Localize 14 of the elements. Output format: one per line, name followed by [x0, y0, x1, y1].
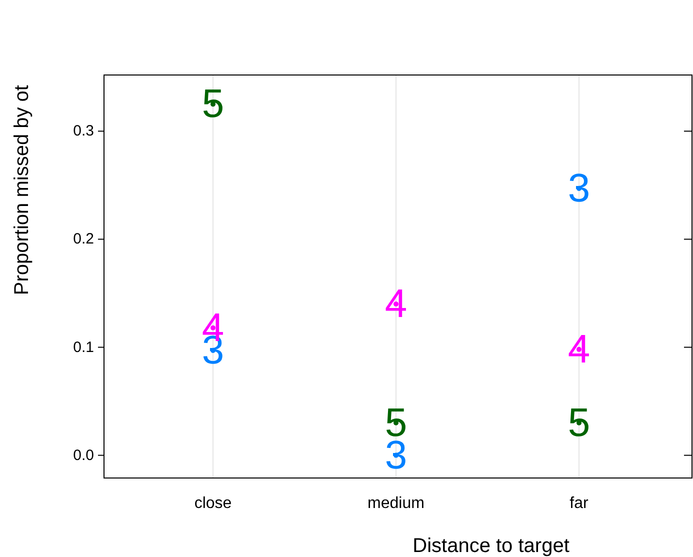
x-tick-label: far [570, 495, 590, 512]
x-axis-title: Distance to target [412, 535, 570, 557]
x-tick-label: medium [368, 495, 424, 512]
y-tick-label: 0.3 [73, 122, 94, 140]
y-tick-label: 0.2 [73, 230, 94, 248]
x-tick-label: close [194, 495, 232, 512]
y-tick-label: 0.0 [73, 446, 94, 464]
text: 3 [568, 166, 590, 210]
series-label: 4 [384, 282, 408, 326]
series-label: 5 [202, 82, 224, 126]
text: 5 [568, 400, 590, 445]
text: 4 [568, 327, 590, 372]
y-axis-title: Proportion missed by ot [11, 84, 33, 296]
y-tick-label: 0.1 [73, 338, 94, 356]
